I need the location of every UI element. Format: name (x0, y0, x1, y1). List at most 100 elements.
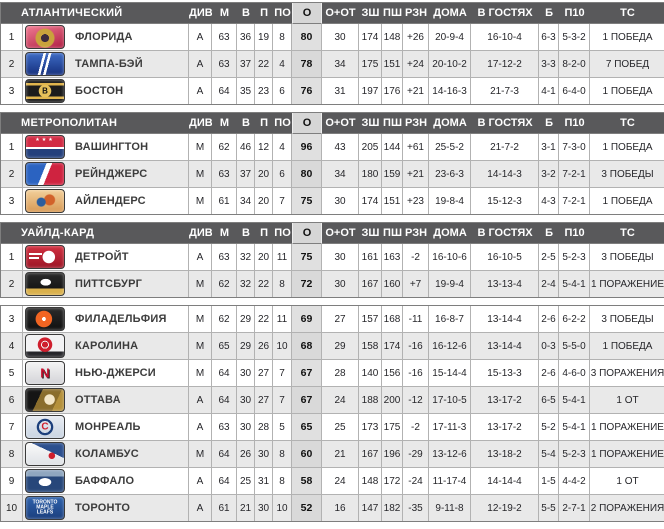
team-cell[interactable]: РЕЙНДЖЕРС (23, 160, 190, 187)
team-logo-rangers-icon (25, 162, 65, 186)
team-row[interactable]: 4 КАРОЛИНА М 65 29 26 10 68 29 158 174 -16 16-12-6… (1, 332, 664, 359)
team-row[interactable]: 3 БОСТОН А64352367631197176+2114-16-321-… (1, 77, 664, 104)
column-header-diff: РЗН (403, 113, 430, 134)
cell-div: А (189, 413, 212, 440)
team-name[interactable]: АЙЛЕНДЕРС (75, 195, 146, 207)
cell-streak: 3 ПОРАЖЕНИЯ (590, 359, 664, 386)
team-cell[interactable]: КОЛАМБУС (23, 440, 189, 467)
team-cell[interactable]: КАРОЛИНА (23, 332, 189, 359)
column-header-otpts: О+ОТ (322, 113, 360, 134)
team-name[interactable]: ПИТТСБУРГ (75, 278, 143, 290)
team-name[interactable]: РЕЙНДЖЕРС (75, 168, 148, 180)
cell-div: М (189, 134, 213, 160)
team-name[interactable]: КОЛАМБУС (75, 448, 139, 460)
team-row[interactable]: 3 АЙЛЕНДЕРС М 61 34 20 7 75 30 174 151 +23 19-8-4 1… (1, 187, 664, 214)
cell-last10: 5-3-2 (559, 24, 591, 50)
cell-away: 17-12-2 (471, 50, 540, 77)
team-cell[interactable]: БОСТОН (23, 77, 190, 104)
cell-home: 17-11-3 (429, 413, 471, 440)
cell-pts: 75 (292, 244, 323, 270)
team-name[interactable]: ФЛОРИДА (75, 31, 133, 43)
cell-otl: 4 (273, 134, 293, 160)
team-cell[interactable]: ДЕТРОЙТ (23, 244, 190, 270)
rank-cell: 1 (1, 134, 23, 160)
team-name[interactable]: ВАШИНГТОН (75, 141, 149, 153)
cell-ga: 168 (382, 306, 403, 332)
team-wrap: ОТТАВА (23, 388, 188, 412)
team-row[interactable]: 7 МОНРЕАЛЬ А63302856525173175-217-11-313… (1, 413, 664, 440)
team-row[interactable]: 6 ОТТАВА А 64 30 27 7 67 24 188 200 -12 17-10-5 13-… (1, 386, 664, 413)
team-cell[interactable]: НЬЮ-ДЖЕРСИ (23, 359, 189, 386)
cell-pts: 80 (292, 160, 323, 187)
cell-gp: 62 (212, 270, 238, 297)
team-cell[interactable]: ТАМПА-БЭЙ (23, 50, 190, 77)
team-cell[interactable]: ОТТАВА (23, 386, 189, 413)
cell-last10: 5-4-1 (559, 270, 591, 297)
cell-l: 26 (255, 332, 273, 359)
team-name[interactable]: БАФФАЛО (75, 475, 135, 487)
team-name[interactable]: БОСТОН (75, 85, 124, 97)
cell-otpts: 30 (322, 187, 360, 214)
column-header-shootout: Б (539, 223, 560, 244)
team-name[interactable]: ОТТАВА (75, 394, 121, 406)
column-header-l: П (255, 3, 274, 24)
team-name[interactable]: ТАМПА-БЭЙ (75, 58, 143, 70)
team-cell[interactable]: ПИТТСБУРГ (23, 270, 190, 297)
cell-otl: 10 (273, 494, 292, 521)
cell-otpts: 21 (322, 440, 359, 467)
column-header-home: ДОМА (429, 223, 472, 244)
team-row[interactable]: 1 ФЛОРИДА А 63 36 19 8 80 30 174 148 +26 20-9-4 16-… (1, 24, 664, 50)
cell-gf: 175 (359, 50, 383, 77)
team-wrap: АЙЛЕНДЕРС (23, 189, 188, 213)
team-row[interactable]: 3 ФИЛАДЕЛЬФИЯ М 62 29 22 11 69 27 157 168 -11 16-8… (1, 306, 664, 332)
team-row[interactable]: 2 ТАМПА-БЭЙ А 63 37 22 4 78 34 175 151 +24 20-10-2… (1, 50, 664, 77)
rank-cell: 3 (1, 306, 23, 332)
team-row[interactable]: 10 ТОРОНТО А612130105216147182-359-11-81… (1, 494, 664, 521)
rank-cell: 1 (1, 24, 23, 50)
team-cell[interactable]: ТОРОНТО (23, 494, 189, 521)
team-cell[interactable]: МОНРЕАЛЬ (23, 413, 189, 440)
cell-away: 16-10-5 (471, 244, 540, 270)
cell-otpts: 30 (322, 24, 360, 50)
team-name[interactable]: ДЕТРОЙТ (75, 251, 129, 263)
team-name[interactable]: ФИЛАДЕЛЬФИЯ (75, 313, 167, 325)
cell-gf: 157 (359, 306, 382, 332)
cell-diff: -35 (403, 494, 429, 521)
cell-otpts: 25 (322, 413, 359, 440)
cell-home: 20-9-4 (429, 24, 472, 50)
cell-ga: 151 (382, 50, 404, 77)
cell-away: 13-14-4 (471, 306, 539, 332)
team-row[interactable]: 9 БАФФАЛО А 64 25 31 8 58 24 148 172 -24 11-17-4 14… (1, 467, 664, 494)
team-wrap: КАРОЛИНА (23, 334, 188, 358)
team-name[interactable]: ТОРОНТО (75, 502, 131, 514)
team-cell[interactable]: ФИЛАДЕЛЬФИЯ (23, 306, 189, 332)
team-cell[interactable]: ВАШИНГТОН (23, 134, 190, 160)
cell-shootout: 6-3 (539, 24, 560, 50)
team-cell[interactable]: ФЛОРИДА (23, 24, 190, 50)
cell-diff: -24 (403, 467, 429, 494)
team-row[interactable]: 2 РЕЙНДЖЕРС М 63 37 20 6 80 34 180 159 +21 23-6-3 1… (1, 160, 664, 187)
rank-cell: 3 (1, 187, 23, 214)
team-row[interactable]: 1 ВАШИНГТОН М62461249643205144+6125-5-22… (1, 134, 664, 160)
team-name[interactable]: КАРОЛИНА (75, 340, 139, 352)
cell-pts: 96 (292, 134, 323, 160)
section-title: УАЙЛД-КАРД (1, 223, 190, 244)
column-header-gf: ЗШ (359, 3, 383, 24)
cell-away: 15-13-3 (471, 359, 539, 386)
team-name[interactable]: НЬЮ-ДЖЕРСИ (75, 367, 156, 379)
team-cell[interactable]: БАФФАЛО (23, 467, 189, 494)
cell-pts: 67 (292, 359, 322, 386)
column-header-otl: ПО (273, 223, 293, 244)
team-row[interactable]: 1 ДЕТРОЙТ А 63 32 20 11 75 30 161 163 -2 16-10-6 16… (1, 244, 664, 270)
standings-table: УАЙЛД-КАРД ДИВ М В П ПО О О+ОТ ЗШ ПШ РЗН ДОМА В ГОС… (0, 222, 664, 298)
cell-gf: 161 (359, 244, 383, 270)
cell-div: А (189, 386, 212, 413)
team-cell[interactable]: АЙЛЕНДЕРС (23, 187, 190, 214)
team-row[interactable]: 2 ПИТТСБУРГ М 62 32 22 8 72 30 167 160 +7 19-9-4 13… (1, 270, 664, 297)
team-name[interactable]: МОНРЕАЛЬ (75, 421, 141, 433)
team-row[interactable]: 8 КОЛАМБУС М 64 26 30 8 60 21 167 196 -29 13-12-6 1… (1, 440, 664, 467)
team-row[interactable]: 5 НЬЮ-ДЖЕРСИ М64302776728140156-1615-14-… (1, 359, 664, 386)
cell-gf: 167 (359, 440, 382, 467)
cell-streak: 1 ПОБЕДА (590, 134, 664, 160)
